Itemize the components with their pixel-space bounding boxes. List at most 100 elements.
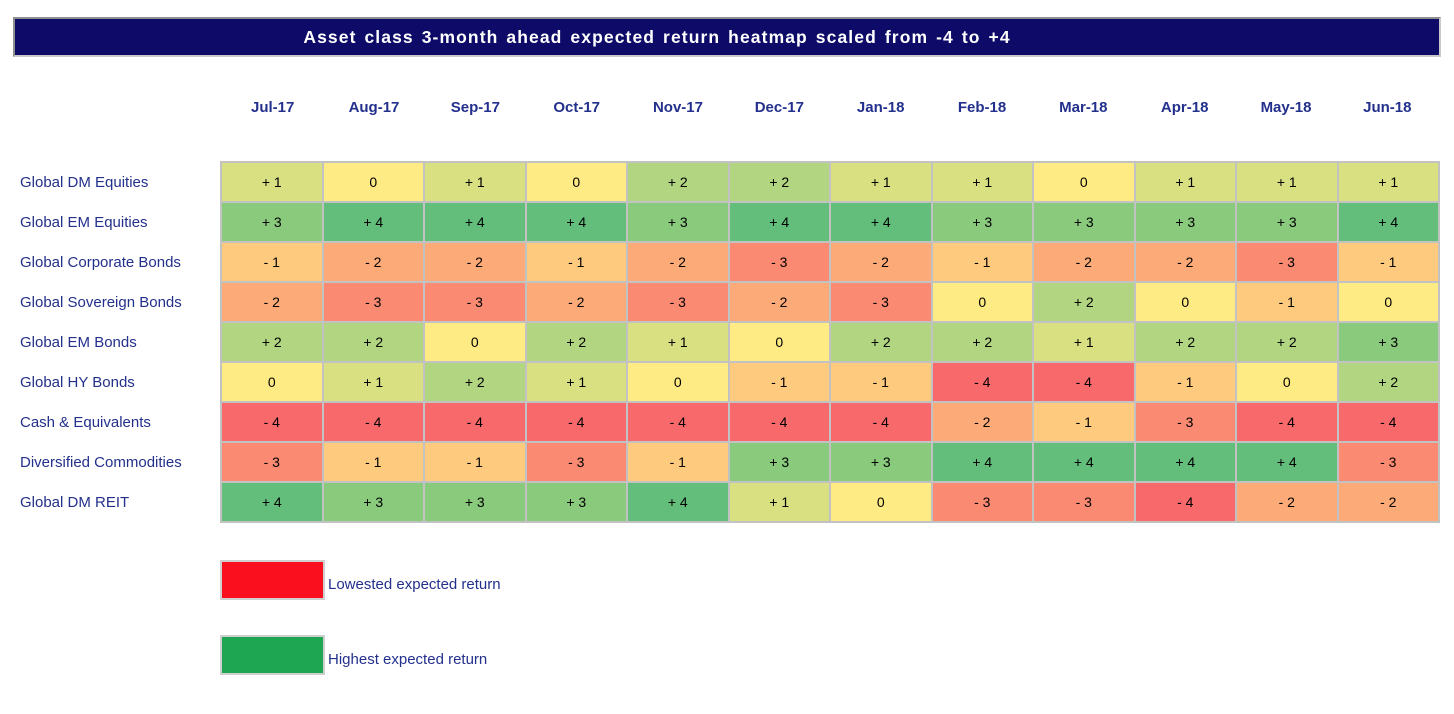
heatmap-cell: - 4 bbox=[729, 403, 829, 441]
heatmap-cell: 0 bbox=[729, 323, 829, 361]
column-header: Jul-17 bbox=[250, 99, 295, 116]
heatmap-cell: + 4 bbox=[628, 483, 728, 521]
column-header: Aug-17 bbox=[348, 99, 400, 116]
heatmap-cell: - 2 bbox=[222, 283, 322, 321]
heatmap-cell: - 3 bbox=[1237, 243, 1337, 281]
column-header: Sep-17 bbox=[450, 99, 500, 116]
heatmap-cell: + 2 bbox=[628, 163, 728, 201]
row-label: Global EM Bonds bbox=[20, 334, 137, 351]
heatmap-cell: - 4 bbox=[1338, 403, 1438, 441]
row-label: Cash & Equivalents bbox=[20, 414, 151, 431]
heatmap-cell: + 1 bbox=[1237, 163, 1337, 201]
heatmap-cell: + 4 bbox=[1034, 443, 1134, 481]
heatmap-cell: - 4 bbox=[323, 403, 423, 441]
heatmap-cell: - 4 bbox=[526, 403, 626, 441]
heatmap-cell: + 2 bbox=[526, 323, 626, 361]
heatmap-cell: - 2 bbox=[1237, 483, 1337, 521]
heatmap-cell: - 3 bbox=[1338, 443, 1438, 481]
heatmap-cell: + 1 bbox=[425, 163, 525, 201]
heatmap-cell: + 1 bbox=[1034, 323, 1134, 361]
column-header: Nov-17 bbox=[652, 99, 703, 116]
heatmap-cell: - 2 bbox=[831, 243, 931, 281]
heatmap-cell: + 3 bbox=[526, 483, 626, 521]
heatmap-cell: + 1 bbox=[1338, 163, 1438, 201]
heatmap-cell: + 4 bbox=[1135, 443, 1235, 481]
column-header: May-18 bbox=[1260, 99, 1312, 116]
heatmap-cell: - 1 bbox=[425, 443, 525, 481]
heatmap-cell: - 3 bbox=[628, 283, 728, 321]
legend-entry: Highest expected return bbox=[220, 635, 501, 675]
heatmap-cell: + 4 bbox=[323, 203, 423, 241]
heatmap-cell: - 1 bbox=[1237, 283, 1337, 321]
legend-label: Highest expected return bbox=[328, 651, 488, 668]
heatmap-cell: - 3 bbox=[323, 283, 423, 321]
heatmap-cell: + 1 bbox=[222, 163, 322, 201]
row-label: Global EM Equities bbox=[20, 214, 148, 231]
row-label: Diversified Commodities bbox=[20, 454, 182, 471]
heatmap-cell: - 3 bbox=[1135, 403, 1235, 441]
heatmap-cell: - 2 bbox=[1135, 243, 1235, 281]
heatmap-cell: - 1 bbox=[222, 243, 322, 281]
heatmap-cell: - 1 bbox=[932, 243, 1032, 281]
heatmap-cell: + 4 bbox=[1338, 203, 1438, 241]
heatmap-cell: - 3 bbox=[831, 283, 931, 321]
column-header: Jan-18 bbox=[856, 99, 905, 116]
heatmap-cell: 0 bbox=[932, 283, 1032, 321]
heatmap-cell: 0 bbox=[1338, 283, 1438, 321]
heatmap-cell: - 4 bbox=[628, 403, 728, 441]
heatmap-cell: + 2 bbox=[1237, 323, 1337, 361]
heatmap-cell: + 3 bbox=[222, 203, 322, 241]
heatmap-cell: + 3 bbox=[932, 203, 1032, 241]
heatmap-cell: - 4 bbox=[932, 363, 1032, 401]
chart-title: Asset class 3-month ahead expected retur… bbox=[303, 26, 1011, 47]
heatmap-cell: - 1 bbox=[628, 443, 728, 481]
column-header: Mar-18 bbox=[1059, 99, 1108, 116]
heatmap-cell: + 3 bbox=[425, 483, 525, 521]
heatmap-cell: 0 bbox=[1237, 363, 1337, 401]
heatmap-cell: - 1 bbox=[1135, 363, 1235, 401]
heatmap-cell: + 2 bbox=[932, 323, 1032, 361]
heatmap-cell: - 1 bbox=[323, 443, 423, 481]
heatmap-cell: - 1 bbox=[526, 243, 626, 281]
heatmap-cell: 0 bbox=[526, 163, 626, 201]
heatmap-cell: 0 bbox=[323, 163, 423, 201]
heatmap-cell: - 1 bbox=[1338, 243, 1438, 281]
heatmap-cell: - 3 bbox=[526, 443, 626, 481]
row-label: Global DM REIT bbox=[20, 494, 130, 511]
heatmap-cell: + 3 bbox=[323, 483, 423, 521]
heatmap-cell: - 2 bbox=[628, 243, 728, 281]
heatmap-cell: - 3 bbox=[425, 283, 525, 321]
heatmap-cell: - 4 bbox=[222, 403, 322, 441]
heatmap-cell: + 2 bbox=[1135, 323, 1235, 361]
heatmap-cell: - 2 bbox=[526, 283, 626, 321]
title-bar: Asset class 3-month ahead expected retur… bbox=[13, 17, 1441, 57]
heatmap-cell: + 3 bbox=[831, 443, 931, 481]
asset-class-row-labels: Global DM Equities Global EM Equities Glob… bbox=[20, 163, 182, 523]
heatmap-cell: - 2 bbox=[323, 243, 423, 281]
heatmap-cell: + 4 bbox=[932, 443, 1032, 481]
column-header: Oct-17 bbox=[553, 99, 600, 116]
heatmap-cell: + 4 bbox=[222, 483, 322, 521]
heatmap-grid: + 1 0 + 1 0 + 2 + 2 + 1 + 1 0 + 1 + 1 + 1 + 3 + 4 + 4 +… bbox=[220, 161, 1440, 523]
row-label: Global HY Bonds bbox=[20, 374, 135, 391]
heatmap-cell: - 2 bbox=[1034, 243, 1134, 281]
heatmap-cell: - 2 bbox=[425, 243, 525, 281]
heatmap-cell: + 1 bbox=[526, 363, 626, 401]
column-header: Jun-18 bbox=[1363, 99, 1412, 116]
legend-entry: Lowested expected return bbox=[220, 560, 501, 600]
month-column-headers: Jul-17 Aug-17 Sep-17 Oct-17 Nov-17 Dec-17 Jan-… bbox=[222, 95, 1438, 121]
heatmap-cell: + 2 bbox=[323, 323, 423, 361]
heatmap-cell: + 2 bbox=[729, 163, 829, 201]
row-label: Global Corporate Bonds bbox=[20, 254, 181, 271]
heatmap-cell: + 4 bbox=[831, 203, 931, 241]
column-header: Dec-17 bbox=[754, 99, 804, 116]
heatmap-cell: + 2 bbox=[1034, 283, 1134, 321]
legend: Lowested expected return Highest expected… bbox=[220, 560, 501, 710]
heatmap-cell: + 1 bbox=[323, 363, 423, 401]
heatmap-cell: 0 bbox=[1135, 283, 1235, 321]
heatmap-cell: - 4 bbox=[1034, 363, 1134, 401]
row-label: Global Sovereign Bonds bbox=[20, 294, 182, 311]
heatmap-cell: + 2 bbox=[425, 363, 525, 401]
heatmap-cell: + 1 bbox=[932, 163, 1032, 201]
heatmap-cell: 0 bbox=[222, 363, 322, 401]
